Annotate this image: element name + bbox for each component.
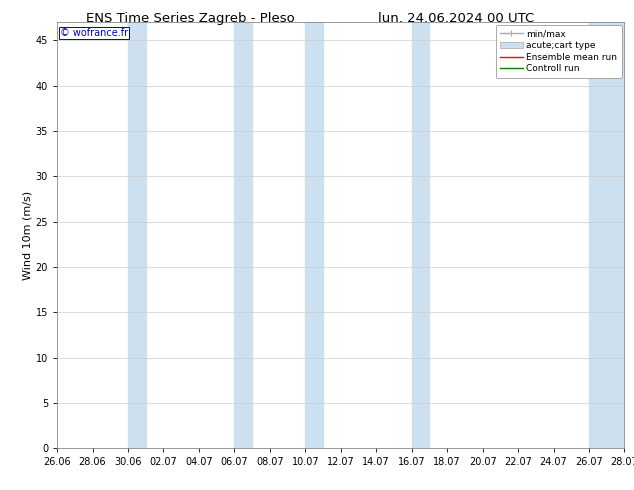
Bar	[411, 22, 429, 448]
Bar	[128, 22, 146, 448]
Bar	[235, 22, 252, 448]
Text: © wofrance.fr: © wofrance.fr	[60, 28, 128, 38]
Text: lun. 24.06.2024 00 UTC: lun. 24.06.2024 00 UTC	[378, 12, 534, 25]
Y-axis label: Wind 10m (m/s): Wind 10m (m/s)	[23, 191, 33, 280]
Legend: min/max, acute;cart type, Ensemble mean run, Controll run: min/max, acute;cart type, Ensemble mean …	[496, 25, 622, 78]
Bar	[589, 22, 624, 448]
Bar	[306, 22, 323, 448]
Text: ENS Time Series Zagreb - Pleso: ENS Time Series Zagreb - Pleso	[86, 12, 295, 25]
